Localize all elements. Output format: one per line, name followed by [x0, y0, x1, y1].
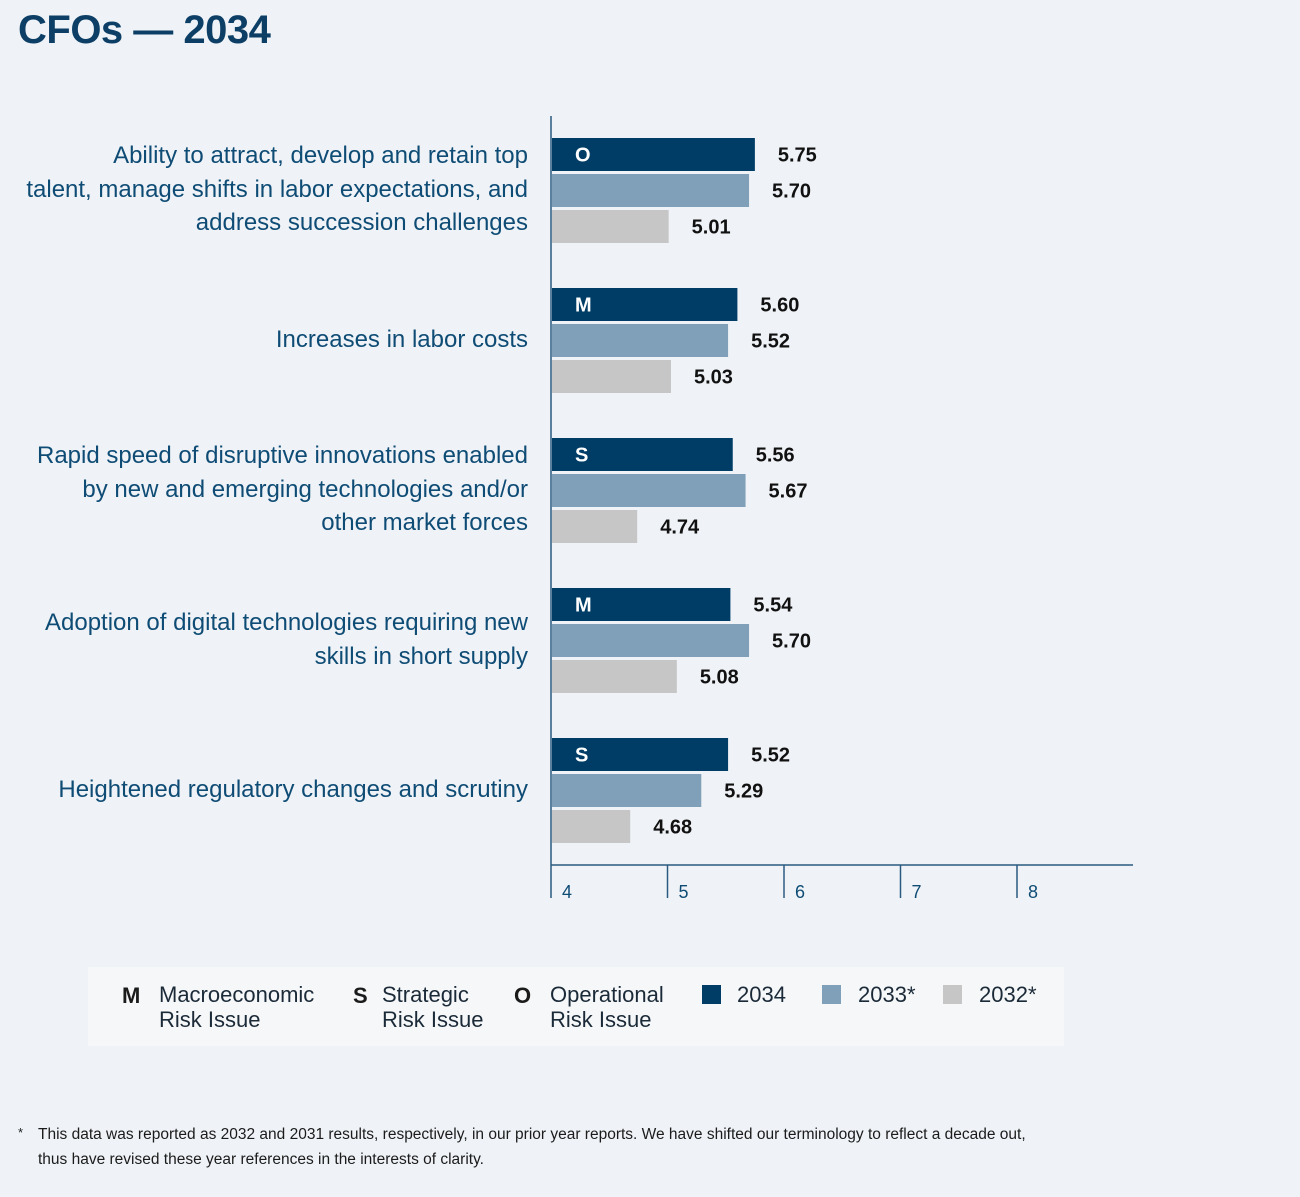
bar-value-label: 5.70: [772, 181, 811, 203]
bar-2033: [552, 174, 750, 207]
category-label-line: talent, manage shifts in labor expectati…: [26, 175, 528, 203]
category-label-line: Ability to attract, develop and retain t…: [113, 142, 528, 170]
category-label-line: Heightened regulatory changes and scruti…: [58, 775, 528, 803]
bar-2032: [552, 360, 671, 393]
risk-code-label: S: [575, 745, 588, 767]
legend-code-o: O: [514, 983, 532, 1008]
bar-value-label: 5.67: [769, 481, 808, 503]
bar-2033: [552, 474, 746, 507]
category-label-line: Increases in labor costs: [275, 325, 528, 353]
legend-operational-label: Operational Risk Issue: [550, 982, 664, 1032]
x-tick-label: 5: [679, 882, 689, 902]
category-label-line: Rapid speed of disruptive innovations en…: [36, 442, 528, 470]
bar-value-label: 4.68: [653, 817, 692, 839]
bar-2034: [552, 138, 755, 171]
bar-value-label: 5.52: [751, 331, 790, 353]
legend-swatch-2032: [943, 985, 962, 1004]
x-tick-label: 8: [1028, 882, 1038, 902]
bar-value-label: 5.08: [700, 667, 739, 689]
legend-code-s: S: [353, 983, 368, 1008]
legend-label-2032: 2032*: [979, 982, 1037, 1007]
risk-code-label: S: [575, 445, 588, 467]
category-label: Increases in labor costs: [0, 323, 528, 357]
category-label: Adoption of digital technologies requiri…: [0, 606, 528, 673]
category-label: Heightened regulatory changes and scruti…: [0, 773, 528, 807]
legend: M Macroeconomic Risk Issue S Strategic R…: [88, 967, 1064, 1046]
footnote-marker: *: [18, 1125, 24, 1140]
category-label: Rapid speed of disruptive innovations en…: [0, 439, 528, 540]
bar-2032: [552, 210, 669, 243]
bar-value-label: 5.03: [694, 367, 733, 389]
category-label: Ability to attract, develop and retain t…: [0, 139, 528, 240]
category-label-line: Adoption of digital technologies requiri…: [45, 609, 528, 636]
category-label-line: skills in short supply: [314, 642, 528, 670]
bar-2033: [552, 324, 729, 357]
legend-strategic-line2: Risk Issue: [382, 1007, 484, 1032]
legend-operational-line2: Risk Issue: [550, 1007, 652, 1032]
bar-value-label: 5.52: [751, 745, 790, 767]
legend-swatch-2034: [702, 985, 721, 1004]
bar-2032: [552, 510, 638, 543]
bar-chart: 4 5 6 7 8 5.75 5.70 5.01 O 5.60 5.52 5.03 M 5.56 5.67 4…: [550, 116, 1133, 902]
legend-strategic-label: Strategic Risk Issue: [382, 982, 483, 1032]
bar-value-label: 5.60: [760, 295, 799, 317]
bar-2033: [552, 774, 702, 807]
footnote: * This data was reported as 2032 and 203…: [18, 1122, 1098, 1172]
bar-2034: [552, 738, 729, 771]
x-tick-label: 4: [562, 882, 572, 902]
category-label-line: address succession challenges: [195, 209, 528, 237]
bar-value-label: 5.56: [756, 445, 795, 467]
bar-value-label: 5.75: [778, 145, 817, 167]
bar-2034: [552, 288, 738, 321]
bar-2032: [552, 810, 631, 843]
legend-label-2034: 2034: [737, 982, 786, 1007]
category-label-line: other market forces: [321, 509, 528, 537]
x-tick-label: 7: [912, 882, 922, 902]
legend-label-2033: 2033*: [858, 982, 916, 1007]
bar-value-label: 5.29: [724, 781, 763, 803]
category-label-line: by new and emerging technologies and/or: [82, 475, 528, 503]
legend-macroeconomic-label: Macroeconomic Risk Issue: [159, 982, 314, 1032]
chart-title: CFOs — 2034: [18, 8, 271, 52]
risk-code-label: O: [575, 145, 591, 167]
legend-code-m: M: [122, 983, 141, 1008]
bar-2032: [552, 660, 677, 693]
legend-macro-line2: Risk Issue: [159, 1007, 261, 1032]
bar-value-label: 5.01: [692, 217, 731, 239]
legend-operational-line1: Operational: [550, 982, 664, 1007]
bar-2034: [552, 438, 733, 471]
bar-value-label: 5.70: [772, 631, 811, 653]
bar-value-label: 4.74: [660, 517, 700, 539]
footnote-line1: This data was reported as 2032 and 2031 …: [38, 1126, 1026, 1143]
risk-code-label: M: [575, 295, 592, 317]
bar-2033: [552, 624, 750, 657]
risk-code-label: M: [575, 595, 592, 617]
x-tick-label: 6: [795, 882, 805, 902]
legend-macro-line1: Macroeconomic: [159, 982, 315, 1007]
legend-swatch-2033: [822, 985, 841, 1004]
footnote-line2: thus have revised these year references …: [38, 1151, 484, 1168]
bar-value-label: 5.54: [753, 595, 793, 617]
bar-2034: [552, 588, 731, 621]
legend-strategic-line1: Strategic: [382, 982, 469, 1007]
